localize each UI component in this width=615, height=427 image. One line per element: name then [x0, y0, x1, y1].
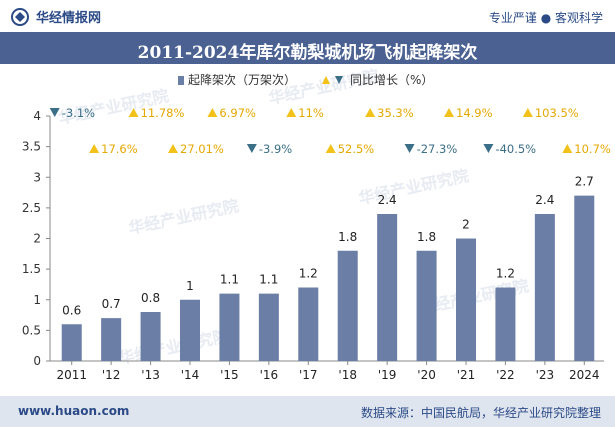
x-tick-label: '13 [141, 368, 160, 382]
growth-up-icon [89, 144, 100, 153]
bar [61, 324, 82, 361]
bar-value-label: 1.8 [417, 230, 436, 244]
x-tick-label: '19 [378, 368, 397, 382]
y-tick-label: 4 [33, 109, 41, 123]
x-tick-label: '23 [536, 368, 555, 382]
x-tick-label: '16 [260, 368, 279, 382]
growth-label: -3.1% [62, 106, 95, 120]
growth-up-icon [562, 144, 573, 153]
brand-logo-icon [11, 7, 29, 26]
y-tick-label: 0.5 [22, 323, 41, 337]
bar-value-label: 1 [186, 279, 194, 293]
x-tick-label: 2011 [56, 368, 87, 382]
y-tick-label: 3.5 [22, 140, 41, 154]
growth-label: -3.9% [259, 142, 292, 156]
legend-bar-label: 起降架次（万架次） [188, 73, 296, 87]
x-tick-label: '12 [102, 368, 121, 382]
bar-value-label: 2 [462, 218, 470, 232]
bar [140, 312, 161, 361]
growth-down-icon [246, 144, 257, 153]
x-tick-label: 2024 [569, 368, 600, 382]
watermark-text: 华经产业研究院 [117, 326, 231, 368]
growth-label: 52.5% [338, 142, 375, 156]
chart-title: 2011-2024年库尔勒梨城机场飞机起降架次 [137, 43, 478, 63]
bar [219, 293, 240, 361]
bar-value-label: 0.8 [141, 291, 160, 305]
x-tick-label: '22 [496, 368, 515, 382]
growth-up-icon [286, 108, 297, 117]
growth-label: 17.6% [101, 142, 138, 156]
legend-bar-swatch [178, 76, 184, 85]
legend-down-icon [335, 76, 343, 84]
x-tick-label: '14 [181, 368, 200, 382]
bar [416, 250, 437, 361]
bar [495, 287, 516, 361]
bar [258, 293, 279, 361]
x-tick-label: '15 [220, 368, 239, 382]
growth-up-icon [365, 108, 376, 117]
growth-up-icon [444, 108, 454, 117]
bar [574, 195, 595, 361]
brand-name: 华经情报网 [36, 11, 102, 26]
legend-growth-label: 同比增长（%） [350, 73, 433, 87]
growth-down-icon [49, 108, 60, 117]
growth-label: 10.7% [574, 142, 611, 156]
watermark-text: 华经产业研究院 [127, 196, 241, 238]
bar [377, 214, 398, 361]
footer-source: 数据来源：中国民航局，华经产业研究院整理 [360, 406, 601, 420]
x-tick-label: '18 [338, 368, 357, 382]
y-tick-label: 0 [33, 354, 41, 368]
footer-bar: www.huaon.com 数据来源：中国民航局，华经产业研究院整理 [0, 396, 615, 427]
x-tick-label: '17 [299, 368, 318, 382]
y-tick-label: 1.5 [22, 262, 41, 276]
bar-value-label: 1.2 [496, 267, 515, 281]
growth-label: 6.97% [219, 106, 256, 120]
y-tick-label: 1 [33, 293, 41, 307]
bar-value-label: 1.1 [220, 273, 239, 287]
growth-up-icon [168, 144, 178, 153]
bar-value-label: 2.4 [378, 193, 397, 207]
x-tick-label: '20 [417, 368, 436, 382]
growth-up-icon [207, 108, 218, 117]
y-tick-label: 2 [33, 232, 41, 246]
growth-label: 35.3% [377, 106, 414, 120]
bar-value-label: 1.8 [338, 230, 357, 244]
watermark-text: 华经产业研究院 [357, 166, 471, 208]
bar [456, 238, 476, 361]
footer-website[interactable]: www.huaon.com [18, 404, 130, 418]
legend-up-icon [322, 76, 330, 84]
bar [298, 287, 319, 361]
bar [101, 318, 122, 361]
growth-label: -27.3% [417, 142, 458, 156]
bar-value-label: 0.6 [62, 303, 81, 317]
growth-up-icon [325, 144, 336, 153]
bar-value-label: 1.2 [299, 267, 318, 281]
x-tick-label: '21 [457, 368, 476, 382]
growth-label: 27.01% [180, 142, 224, 156]
growth-label: 11.78% [141, 106, 185, 120]
y-tick-label: 2.5 [22, 201, 41, 215]
growth-down-icon [404, 144, 415, 153]
bar-value-label: 2.4 [535, 193, 554, 207]
chart: 华经产业研究院华经产业研究院华经产业研究院华经产业研究院华经产业研究院华经产业研… [22, 66, 611, 382]
bar-value-label: 2.7 [575, 175, 594, 189]
brand: 华经情报网 [10, 7, 101, 26]
bar [337, 250, 358, 361]
growth-up-icon [128, 108, 139, 117]
bar-value-label: 1.1 [259, 273, 278, 287]
growth-label: -40.5% [495, 142, 536, 156]
top-bar: 华经情报网 专业严谨 ● 客观科学 [0, 0, 615, 32]
bar [180, 299, 200, 361]
title-bar: 2011-2024年库尔勒梨城机场飞机起降架次 [0, 32, 615, 64]
growth-down-icon [483, 144, 494, 153]
growth-label: 11% [298, 106, 324, 120]
tagline: 专业严谨 ● 客观科学 [488, 11, 603, 25]
growth-label: 14.9% [456, 106, 493, 120]
y-tick-label: 3 [33, 170, 41, 184]
growth-up-icon [522, 108, 533, 117]
bar-value-label: 0.7 [102, 297, 121, 311]
bar [534, 214, 555, 361]
growth-label: 103.5% [535, 106, 579, 120]
